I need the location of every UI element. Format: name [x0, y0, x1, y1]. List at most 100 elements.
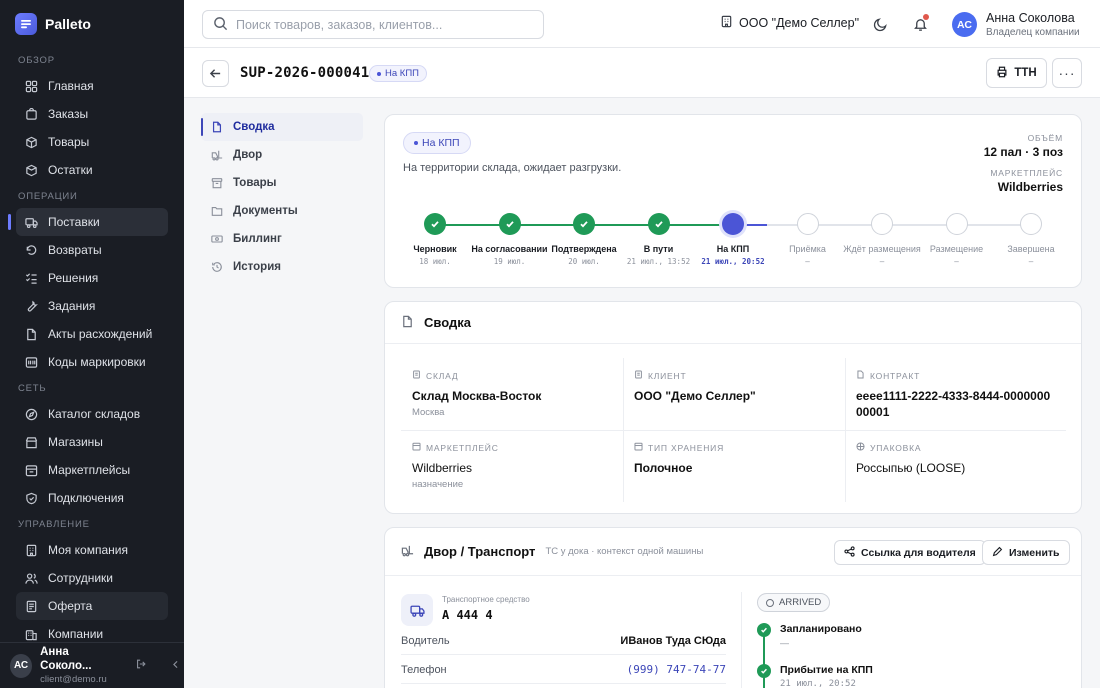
ellipsis-icon: ···: [1058, 65, 1076, 81]
status-step: Завершена —: [983, 211, 1079, 266]
status-card: На КПП На территории склада, ожидает раз…: [384, 114, 1082, 288]
truck-icon: [401, 594, 433, 626]
sidebar-item-connections[interactable]: Подключения: [16, 484, 168, 512]
user-role: Владелец компании: [986, 26, 1080, 38]
sidebar-user-info: Анна Соколо... client@demo.ru: [40, 646, 117, 685]
sidebar-item-label: Коды маркировки: [48, 355, 146, 369]
brand[interactable]: Palleto: [0, 0, 184, 48]
step-label: Подтверждена: [551, 244, 617, 254]
bell-icon[interactable]: [910, 14, 930, 34]
step-date: —: [805, 257, 810, 266]
step-label: Завершена: [1007, 244, 1055, 254]
building-icon: [24, 543, 38, 557]
detail-subnav: Сводка Двор Товары Документы Биллинг Ист…: [201, 113, 363, 281]
ttn-button[interactable]: ТТН: [986, 58, 1047, 88]
sidebar-item-label: Заказы: [48, 107, 89, 121]
status-badge: На КПП: [369, 65, 427, 82]
step-date: 21 июл., 13:52: [626, 257, 691, 266]
step-label: Размещение: [929, 244, 984, 254]
status-step: Приёмка —: [760, 211, 856, 266]
search-input[interactable]: [236, 17, 526, 32]
notification-dot: [923, 14, 929, 20]
status-step: Подтверждена 20 июл.: [536, 211, 632, 266]
yard-card: Двор / Транспорт ТС у дока · контекст од…: [384, 527, 1082, 688]
vehicle-plate: А 444 4: [442, 608, 493, 622]
sidebar-item-tasks[interactable]: Задания: [16, 292, 168, 320]
driver-link-button[interactable]: Ссылка для водителя: [834, 540, 986, 565]
market-icon: [24, 463, 38, 477]
edit-button[interactable]: Изменить: [982, 540, 1070, 565]
sidebar-item-orders[interactable]: Заказы: [16, 100, 168, 128]
document-icon: [24, 599, 38, 613]
step-dot: [1020, 213, 1042, 235]
cart-icon: [24, 107, 38, 121]
driver-row: Водитель ИВанов Туда СЮда: [401, 627, 726, 655]
app-name: Palleto: [45, 16, 91, 32]
phone-link[interactable]: (999) 747-74-77: [626, 663, 726, 676]
sidebar-item-stores[interactable]: Магазины: [16, 428, 168, 456]
sidebar-item-my-company[interactable]: Моя компания: [16, 536, 168, 564]
wrench-icon: [24, 299, 38, 313]
sidebar-item-offer[interactable]: Оферта: [16, 592, 168, 620]
sidebar-item-companies[interactable]: Компании: [16, 620, 168, 648]
page-titlebar: SUP-2026-000041 На КПП ТТН ···: [184, 48, 1100, 98]
sidebar-item-warehouse-catalog[interactable]: Каталог складов: [16, 400, 168, 428]
tab-summary[interactable]: Сводка: [201, 113, 363, 141]
logo-icon: [15, 13, 37, 35]
tab-products[interactable]: Товары: [201, 169, 363, 197]
pencil-icon: [992, 546, 1003, 560]
divider: [741, 592, 742, 688]
forklift-icon: [401, 544, 414, 560]
checklist-icon: [24, 271, 38, 285]
summary-cell-marketplace: Маркетплейс Wildberries назначение: [401, 430, 623, 502]
cell-sub: Москва: [412, 407, 445, 419]
cell-label-text: Упаковка: [870, 442, 922, 453]
step-label: На согласовании: [471, 244, 548, 254]
cell-label-text: Тип хранения: [648, 442, 725, 453]
sidebar-item-decisions[interactable]: Решения: [16, 264, 168, 292]
buildings-icon: [24, 627, 38, 641]
cell-label: Тип хранения: [634, 442, 834, 453]
step-label: Черновик: [413, 244, 457, 254]
tab-yard[interactable]: Двор: [201, 141, 363, 169]
more-options-button[interactable]: ···: [1052, 58, 1082, 88]
tab-label: Сводка: [233, 121, 275, 133]
file-icon: [856, 370, 865, 381]
sidebar-item-marking-codes[interactable]: Коды маркировки: [16, 348, 168, 376]
theme-toggle-icon[interactable]: [870, 14, 890, 34]
sidebar-item-supplies[interactable]: Поставки: [8, 208, 168, 236]
step-dot: [722, 213, 744, 235]
sidebar-item-discrepancy-acts[interactable]: Акты расхождений: [16, 320, 168, 348]
sidebar-item-employees[interactable]: Сотрудники: [16, 564, 168, 592]
tab-documents[interactable]: Документы: [201, 197, 363, 225]
search-box[interactable]: [202, 10, 544, 39]
ttn-label: ТТН: [1014, 67, 1037, 79]
users-icon: [24, 571, 38, 585]
building-icon: [634, 370, 643, 381]
truck-icon: [24, 215, 38, 229]
tab-label: История: [233, 261, 281, 273]
sidebar-item-label: Оферта: [48, 599, 93, 613]
logout-icon[interactable]: [133, 658, 150, 673]
sidebar-item-stock[interactable]: Остатки: [16, 156, 168, 184]
summary-title: Сводка: [424, 315, 471, 330]
avatar[interactable]: АС: [952, 12, 977, 37]
sidebar-item-marketplaces[interactable]: Маркетплейсы: [16, 456, 168, 484]
sidebar: Palleto Обзор Главная Заказы Товары Оста…: [0, 0, 184, 688]
tab-history[interactable]: История: [201, 253, 363, 281]
company-switcher[interactable]: ООО "Демо Селлер": [720, 15, 859, 31]
collapse-sidebar-icon[interactable]: [167, 659, 184, 673]
summary-cell-warehouse: Склад Склад Москва-Восток Москва: [401, 358, 623, 430]
avatar[interactable]: АС: [10, 653, 33, 678]
tab-billing[interactable]: Биллинг: [201, 225, 363, 253]
sidebar-item-products[interactable]: Товары: [16, 128, 168, 156]
user-menu[interactable]: Анна Соколова Владелец компании: [986, 11, 1080, 39]
nav-section-operations: Операции Поставки Возвраты Решения Задан…: [0, 184, 184, 376]
step-dot: [871, 213, 893, 235]
step-dot: [945, 213, 968, 235]
sidebar-item-returns[interactable]: Возвраты: [16, 236, 168, 264]
sidebar-item-home[interactable]: Главная: [16, 72, 168, 100]
back-button[interactable]: [202, 60, 229, 87]
summary-cell-packaging: Упаковка Россыпью (LOOSE): [845, 430, 1066, 502]
sidebar-item-label: Товары: [48, 135, 90, 149]
